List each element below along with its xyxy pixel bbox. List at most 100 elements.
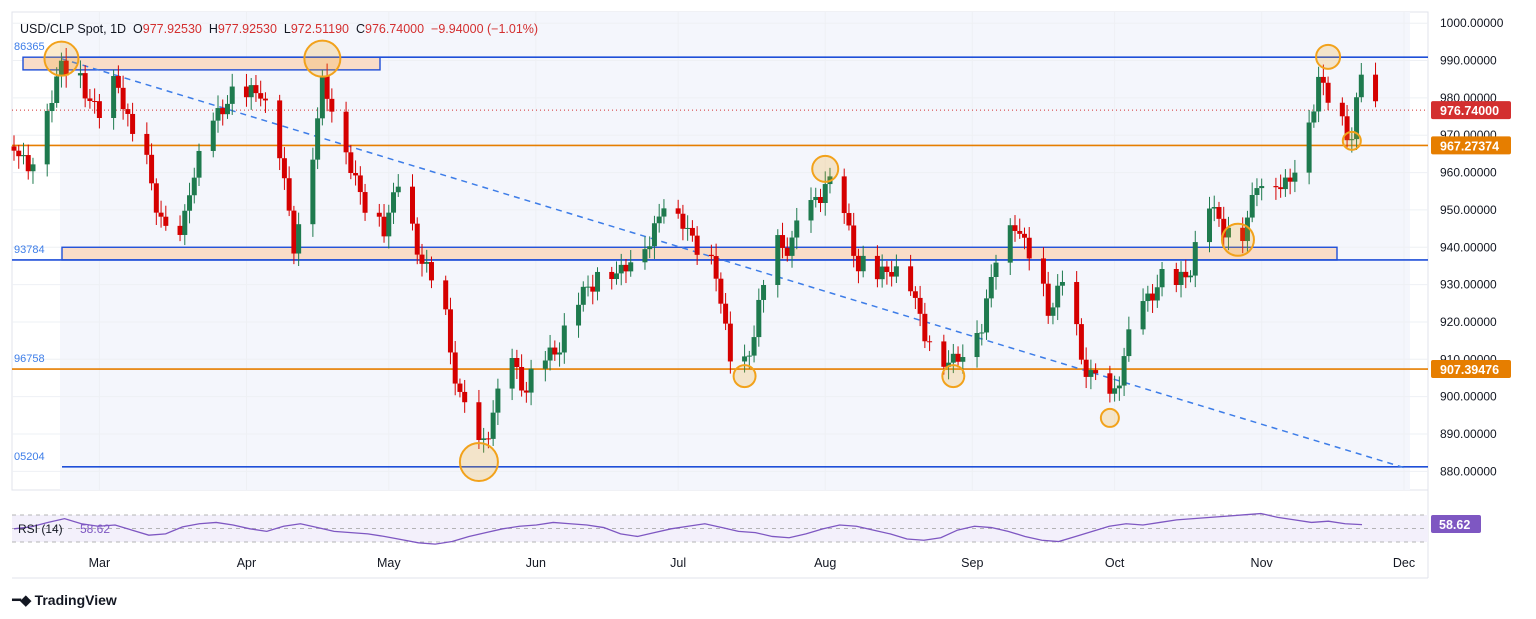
candle-body[interactable] — [613, 273, 619, 280]
candle-body[interactable] — [11, 146, 17, 151]
candle-body[interactable] — [353, 173, 359, 176]
candle-body[interactable] — [1107, 373, 1113, 394]
candle-body[interactable] — [775, 235, 781, 286]
candle-body[interactable] — [163, 216, 169, 226]
candle-body[interactable] — [860, 255, 866, 272]
candle-body[interactable] — [495, 388, 501, 413]
candle-body[interactable] — [557, 352, 563, 355]
candle-body[interactable] — [77, 73, 83, 76]
candle-body[interactable] — [984, 298, 990, 333]
candle-body[interactable] — [1112, 388, 1118, 394]
candle-body[interactable] — [443, 280, 449, 310]
candle-body[interactable] — [248, 85, 254, 98]
candle-body[interactable] — [315, 118, 321, 160]
candle-body[interactable] — [1154, 287, 1160, 301]
candle-body[interactable] — [215, 108, 221, 121]
candle-body[interactable] — [1159, 269, 1165, 288]
candle-body[interactable] — [794, 220, 800, 238]
candle-body[interactable] — [381, 216, 387, 237]
candle-body[interactable] — [893, 266, 899, 277]
candle-body[interactable] — [746, 355, 752, 357]
trendline[interactable] — [61, 57, 1405, 469]
candle-body[interactable] — [580, 286, 586, 305]
candle-body[interactable] — [1278, 187, 1284, 190]
candle-body[interactable] — [1344, 116, 1350, 141]
candle-body[interactable] — [590, 286, 596, 292]
candle-body[interactable] — [16, 150, 22, 157]
candle-body[interactable] — [552, 347, 558, 355]
candle-body[interactable] — [528, 368, 534, 393]
candle-body[interactable] — [742, 356, 748, 362]
candle-body[interactable] — [414, 223, 420, 255]
candle-body[interactable] — [851, 225, 857, 256]
candle-body[interactable] — [243, 86, 249, 98]
candle-body[interactable] — [1358, 74, 1364, 98]
candle-body[interactable] — [561, 325, 567, 353]
candle-body[interactable] — [1311, 111, 1317, 123]
candle-body[interactable] — [395, 186, 401, 193]
candle-body[interactable] — [1225, 227, 1231, 238]
candle-body[interactable] — [708, 254, 714, 257]
candle-body[interactable] — [191, 177, 197, 196]
candle-body[interactable] — [452, 352, 458, 384]
candle-body[interactable] — [30, 164, 36, 172]
candle-body[interactable] — [1320, 76, 1326, 83]
candle-body[interactable] — [756, 299, 762, 338]
candle-body[interactable] — [1074, 281, 1080, 325]
candle-body[interactable] — [1055, 285, 1061, 308]
candle-body[interactable] — [229, 86, 235, 104]
candle-body[interactable] — [656, 216, 662, 224]
candle-body[interactable] — [296, 224, 302, 254]
candle-body[interactable] — [1183, 271, 1189, 278]
candle-body[interactable] — [974, 333, 980, 358]
candle-body[interactable] — [130, 113, 136, 134]
candle-body[interactable] — [1373, 74, 1379, 102]
candle-body[interactable] — [1216, 207, 1222, 219]
candle-body[interactable] — [1316, 76, 1322, 112]
candle-body[interactable] — [946, 362, 952, 367]
candle-body[interactable] — [1088, 370, 1094, 377]
candle-body[interactable] — [92, 101, 98, 103]
highlight-circle[interactable] — [43, 40, 80, 77]
candle-body[interactable] — [253, 85, 259, 94]
candle-body[interactable] — [1249, 194, 1255, 218]
candle-body[interactable] — [329, 98, 335, 112]
candle-body[interactable] — [1339, 102, 1345, 117]
candle-body[interactable] — [262, 98, 268, 101]
candle-body[interactable] — [519, 366, 525, 391]
candle-body[interactable] — [44, 111, 50, 165]
rsi-line[interactable] — [13, 512, 1363, 545]
highlight-circle[interactable] — [1220, 222, 1255, 257]
candle-body[interactable] — [523, 390, 529, 393]
candle-body[interactable] — [1012, 225, 1018, 231]
brand[interactable]: ━◆ TradingView — [12, 591, 117, 609]
candle-body[interactable] — [1026, 237, 1032, 259]
candle-body[interactable] — [485, 438, 491, 440]
candle-body[interactable] — [647, 246, 653, 250]
candle-body[interactable] — [111, 76, 117, 118]
candle-body[interactable] — [846, 213, 852, 226]
candle-body[interactable] — [481, 438, 487, 440]
candle-body[interactable] — [927, 341, 933, 343]
candle-body[interactable] — [723, 303, 729, 324]
candle-body[interactable] — [1140, 301, 1146, 330]
candle-body[interactable] — [54, 76, 60, 103]
candle-body[interactable] — [1021, 233, 1027, 238]
candle-body[interactable] — [286, 178, 292, 211]
candle-body[interactable] — [1007, 225, 1013, 263]
candle-body[interactable] — [912, 291, 918, 298]
highlight-circle[interactable] — [1099, 407, 1120, 428]
candle-body[interactable] — [1083, 359, 1089, 377]
candle-body[interactable] — [685, 227, 691, 229]
candle-body[interactable] — [115, 76, 121, 88]
candle-body[interactable] — [25, 155, 31, 172]
candle-body[interactable] — [343, 111, 349, 153]
candle-body[interactable] — [761, 285, 767, 300]
candle-body[interactable] — [1287, 177, 1293, 182]
highlight-circle[interactable] — [811, 154, 840, 183]
candle-body[interactable] — [1206, 208, 1212, 243]
candle-body[interactable] — [713, 256, 719, 279]
candle-body[interactable] — [1349, 139, 1355, 141]
candle-body[interactable] — [1306, 122, 1312, 173]
